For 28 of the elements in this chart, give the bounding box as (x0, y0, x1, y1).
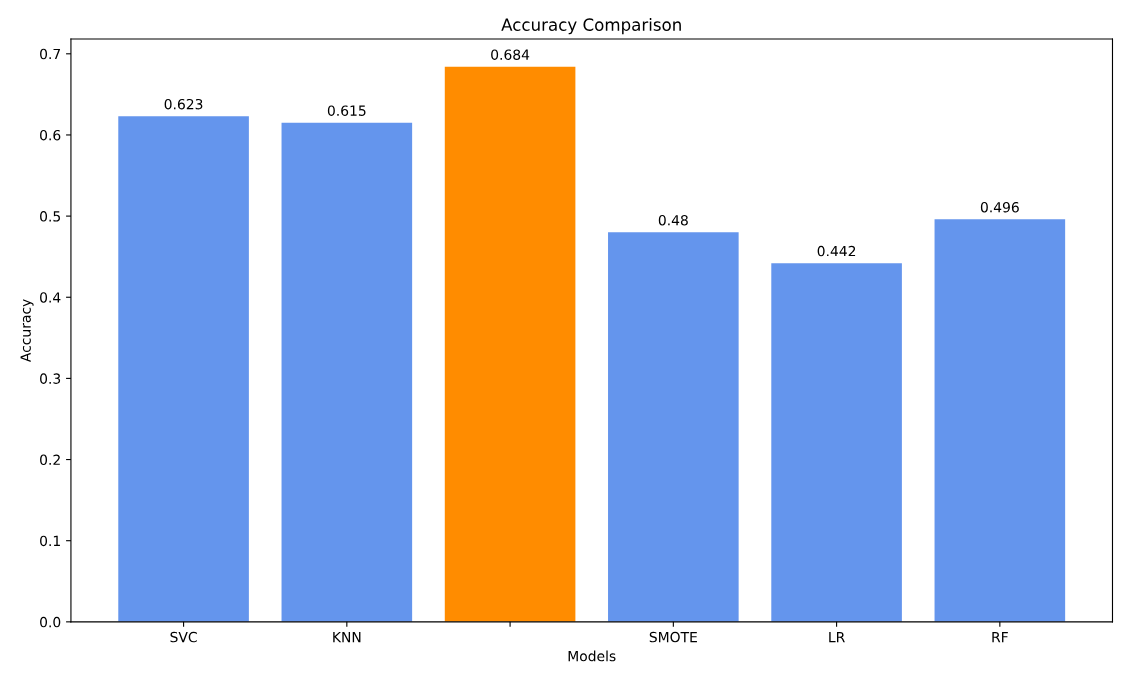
bar (281, 122, 413, 622)
x-tick-label: RF (992, 632, 1008, 643)
data-label: 0.623 (164, 98, 203, 110)
y-tick-label: 0.4 (40, 292, 61, 303)
y-tick-label: 0.3 (40, 373, 61, 384)
data-label: 0.48 (658, 214, 688, 226)
y-tick-label: 0.2 (40, 454, 60, 466)
data-label: 0.442 (817, 245, 856, 257)
bar (934, 219, 1066, 622)
data-label: 0.615 (327, 105, 366, 116)
bar (444, 66, 576, 622)
y-tick-label: 0.5 (40, 211, 60, 222)
chart-title: Accuracy Comparison (501, 18, 681, 35)
y-axis-title: Accuracy (20, 299, 34, 363)
x-tick-label: KNN (333, 632, 361, 643)
y-tick-label: 0.0 (40, 616, 61, 628)
bar (771, 263, 902, 622)
x-tick-label: LR (829, 632, 845, 643)
x-axis-title: Models (568, 650, 616, 662)
bar (118, 116, 249, 622)
y-tick-label: 0.7 (40, 48, 61, 60)
data-label: 0.684 (491, 49, 530, 60)
x-tick-label: SVC (170, 631, 197, 643)
bar (608, 232, 739, 622)
data-label: 0.496 (980, 201, 1019, 213)
x-tick-label: SMOTE (649, 631, 697, 643)
y-tick-label: 0.1 (40, 535, 60, 547)
y-tick-label: 0.6 (40, 129, 61, 141)
